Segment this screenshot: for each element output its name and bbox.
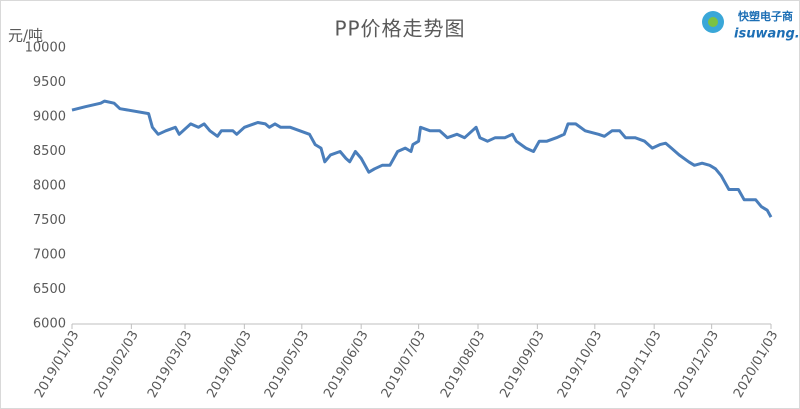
- y-tick-label: 6500: [33, 282, 66, 297]
- y-tick-label: 8000: [33, 179, 66, 194]
- logo-site: isuwang.co: [734, 27, 800, 42]
- logo-icon-inner: [708, 17, 718, 27]
- y-tick-label: 8500: [33, 144, 66, 159]
- chart-title: PP价格走势图: [334, 17, 465, 41]
- data-line: [71, 99, 773, 218]
- y-tick-label: 7000: [33, 248, 66, 263]
- logo-brand: 快塑电子商: [737, 9, 793, 23]
- y-tick-label: 9000: [33, 110, 66, 125]
- y-tick-label: 7500: [33, 213, 66, 228]
- y-tick-label: 6000: [33, 317, 66, 332]
- y-tick-label: 9500: [33, 75, 66, 90]
- logo: 快塑电子商 isuwang.co: [702, 9, 800, 42]
- y-tick-label: 10000: [25, 41, 66, 56]
- y-axis-label: 元/吨: [8, 27, 43, 45]
